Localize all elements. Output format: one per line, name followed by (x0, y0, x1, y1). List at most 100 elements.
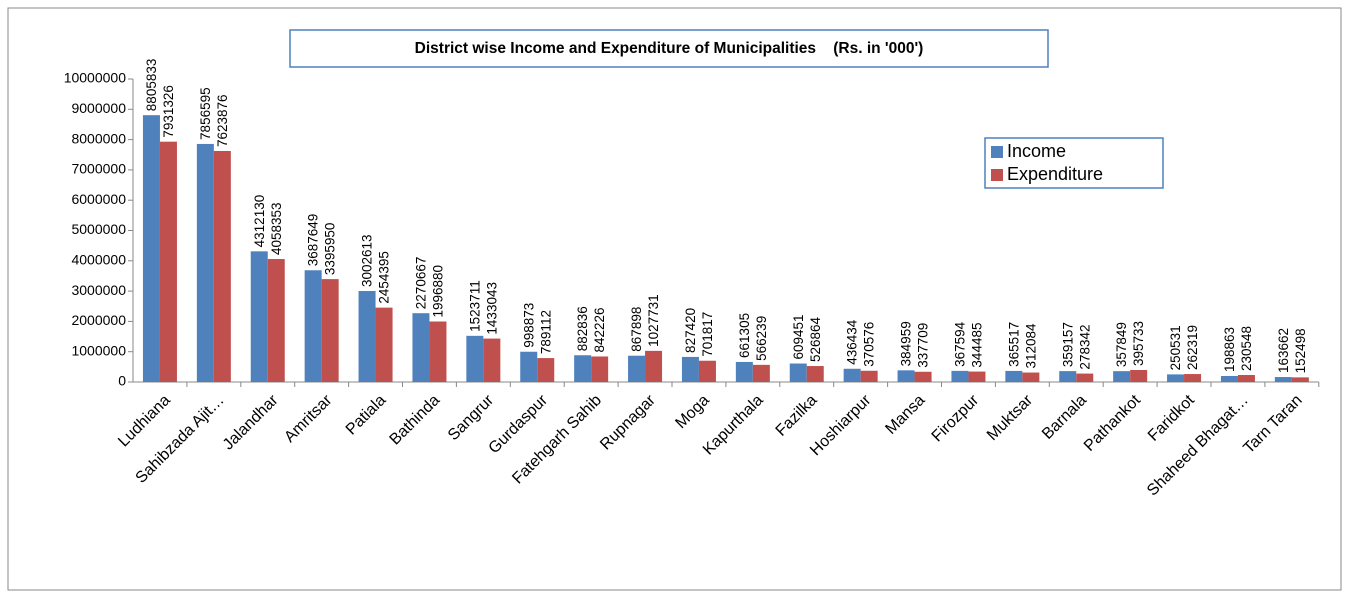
y-tick-label: 8000000 (71, 130, 126, 146)
bar (1184, 374, 1202, 382)
bar (1167, 374, 1185, 382)
data-label: 3687649 (306, 214, 321, 267)
bar (466, 335, 484, 382)
y-tick-label: 2000000 (71, 312, 126, 328)
bar (537, 358, 555, 382)
bar (1130, 370, 1148, 382)
data-label: 526864 (808, 316, 823, 362)
data-label: 7931326 (161, 85, 176, 138)
bar (1220, 375, 1238, 382)
bar (628, 355, 646, 382)
chart-title: District wise Income and Expenditure of … (415, 40, 924, 57)
bar (843, 368, 861, 382)
data-label: 152498 (1293, 328, 1308, 373)
bar (1022, 372, 1040, 382)
data-label: 7856595 (198, 87, 213, 140)
data-label: 4058353 (269, 202, 284, 255)
data-label: 384959 (899, 321, 914, 366)
bar (358, 291, 376, 382)
data-label: 882836 (575, 306, 590, 351)
bar (1237, 375, 1255, 382)
data-label: 1027731 (646, 294, 661, 347)
bar (520, 351, 538, 382)
bar (321, 279, 339, 382)
bar (267, 259, 285, 382)
data-label: 2270667 (414, 257, 429, 310)
data-label: 395733 (1131, 321, 1146, 366)
bar (735, 361, 753, 382)
bar (574, 355, 592, 382)
bar (789, 363, 807, 382)
data-label: 7623876 (215, 94, 230, 147)
bar (591, 356, 609, 382)
data-label: 1523711 (467, 280, 482, 332)
y-tick-label: 7000000 (71, 161, 126, 177)
data-label: 867898 (629, 307, 644, 352)
bar (681, 356, 699, 382)
y-tick-label: 0 (118, 373, 126, 389)
bar (752, 364, 770, 382)
bar (375, 307, 393, 382)
data-label: 827420 (683, 308, 698, 353)
bar (951, 370, 969, 382)
data-label: 3002613 (360, 234, 375, 287)
data-label: 789112 (538, 310, 553, 354)
data-label: 661305 (737, 313, 752, 358)
bar (1274, 377, 1292, 382)
bar (698, 360, 716, 382)
bar (1005, 370, 1023, 382)
data-label: 566239 (754, 316, 769, 361)
data-label: 312084 (1023, 323, 1038, 369)
bar (1076, 373, 1094, 382)
legend-label: Expenditure (1007, 164, 1103, 184)
data-label: 2454395 (377, 251, 392, 304)
data-label: 4312130 (252, 195, 267, 248)
data-label: 359157 (1060, 322, 1075, 367)
data-label: 198863 (1222, 327, 1237, 372)
data-label: 609451 (791, 314, 806, 359)
bar (1291, 377, 1309, 382)
bar (412, 313, 430, 382)
bar (914, 371, 932, 382)
bar (250, 251, 268, 382)
bar (196, 143, 214, 382)
data-label: 701817 (700, 312, 715, 357)
bar (159, 141, 177, 382)
data-label: 998873 (521, 303, 536, 348)
bar (142, 115, 160, 382)
y-tick-label: 4000000 (71, 252, 126, 268)
bar (897, 370, 915, 382)
legend-swatch (991, 146, 1003, 158)
data-label: 278342 (1077, 325, 1092, 370)
y-tick-label: 1000000 (71, 342, 126, 358)
y-tick-label: 3000000 (71, 282, 126, 298)
y-tick-label: 10000000 (64, 70, 127, 86)
data-label: 337709 (916, 323, 931, 368)
data-label: 842226 (592, 307, 607, 352)
legend-swatch (991, 169, 1003, 181)
title-box (289, 29, 1049, 68)
data-label: 250531 (1168, 325, 1183, 370)
bar (806, 366, 824, 382)
data-label: 1433043 (484, 282, 499, 335)
y-tick-label: 9000000 (71, 100, 126, 116)
data-label: 8805833 (144, 59, 159, 112)
bar (1059, 371, 1077, 382)
data-label: 370576 (862, 322, 877, 367)
legend-box (984, 137, 1164, 189)
data-label: 436434 (845, 319, 860, 365)
data-label: 163662 (1276, 328, 1291, 373)
data-label: 230548 (1239, 326, 1254, 371)
bar (645, 350, 663, 382)
data-label: 262319 (1185, 325, 1200, 370)
data-label: 344485 (970, 322, 985, 367)
data-label: 367594 (953, 321, 968, 367)
bar (429, 321, 447, 382)
data-label: 365517 (1006, 322, 1021, 367)
data-label: 3395950 (323, 223, 338, 276)
data-label: 357849 (1114, 322, 1129, 367)
legend-label: Income (1007, 141, 1066, 161)
y-tick-label: 5000000 (71, 221, 126, 237)
